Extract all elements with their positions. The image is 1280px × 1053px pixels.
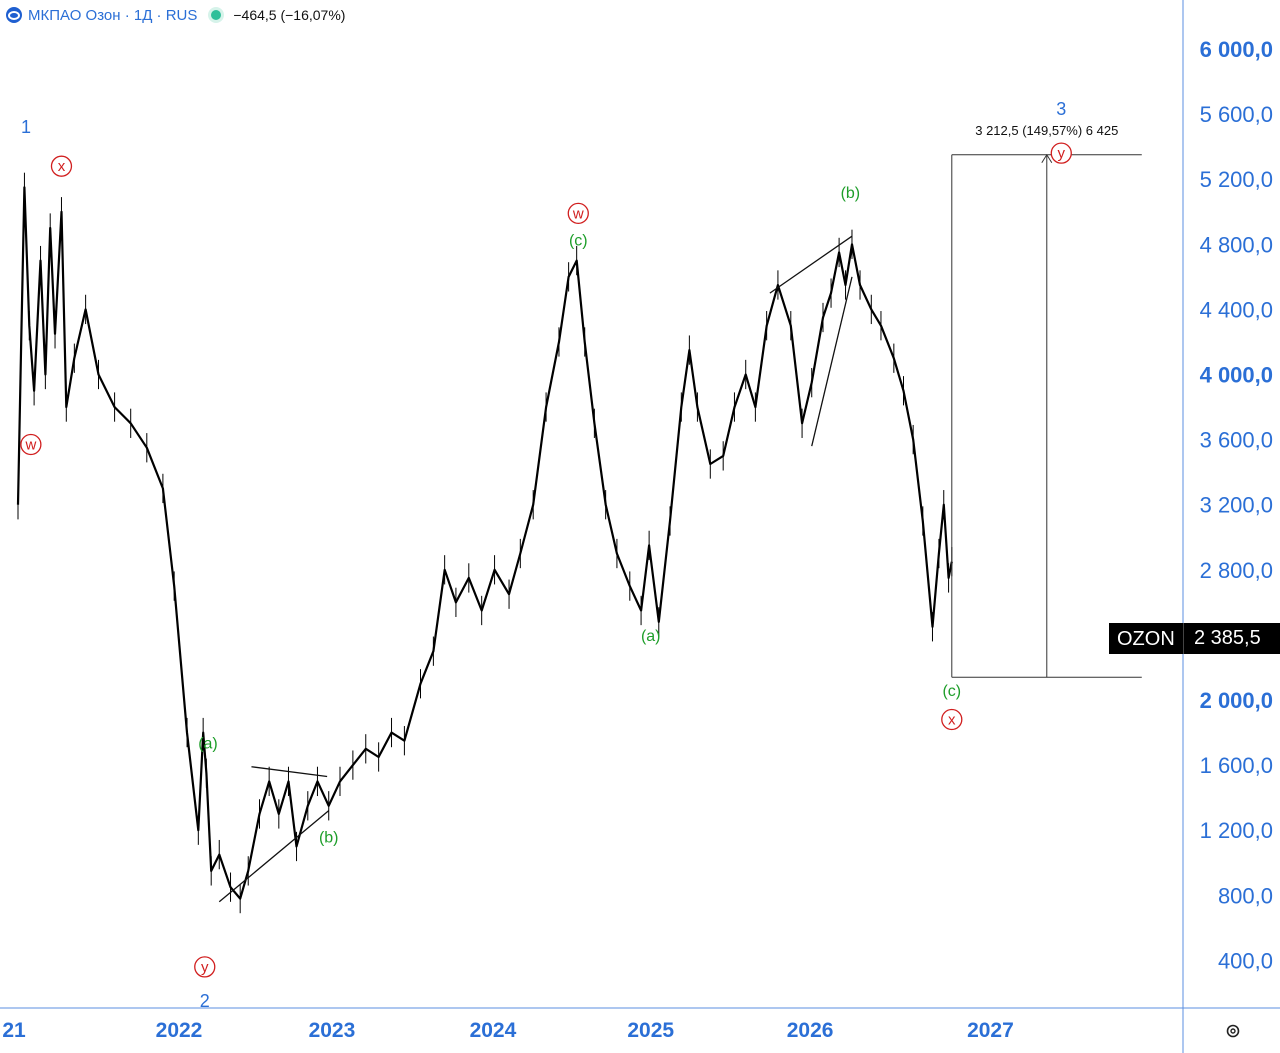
wave-label-circle: [20, 433, 42, 456]
x-tick-label: 2022: [156, 1019, 203, 1042]
y-tick-label: 4 000,0: [1200, 363, 1273, 388]
x-tick-label: 2023: [309, 1019, 356, 1042]
y-tick-label: 5 200,0: [1200, 167, 1273, 192]
ozon-logo-icon: [6, 7, 22, 23]
wave-label: (c): [942, 683, 961, 700]
wave-label: w: [24, 436, 36, 453]
wave-label: 3: [1056, 99, 1066, 119]
chart-header: МКПАО Озон · 1Д · RUS −464,5 (−16,07%): [6, 4, 345, 26]
trendline: [769, 235, 853, 294]
y-tick-label: 800,0: [1218, 883, 1273, 908]
y-tick-label: 4 400,0: [1200, 297, 1273, 322]
wave-label: w: [572, 205, 584, 222]
y-tick-label: 2 800,0: [1200, 558, 1273, 583]
y-tick-label: 3 200,0: [1200, 493, 1273, 518]
wave-label-circle: [1050, 142, 1072, 164]
wave-label-circle: [194, 956, 216, 978]
wave-label: (a): [198, 735, 218, 752]
wave-label: 2: [200, 991, 210, 1011]
symbol-title[interactable]: МКПАО Озон · 1Д · RUS: [28, 6, 198, 24]
y-tick-label: 1 600,0: [1200, 753, 1273, 778]
measure-arrow-head: [1041, 153, 1053, 164]
wave-label: (b): [319, 830, 339, 847]
wave-label-circle: [567, 202, 589, 225]
x-tick-label: 21: [2, 1019, 26, 1042]
price-badge: OZON 2 385,5: [1109, 623, 1280, 654]
gear-icon[interactable]: [1224, 1022, 1242, 1040]
wave-label-circle: [941, 708, 963, 731]
wave-label: y: [1058, 145, 1066, 162]
y-tick-label: 2 000,0: [1200, 688, 1273, 713]
y-tick-label: 6 000,0: [1200, 37, 1273, 62]
trendline: [218, 810, 330, 903]
x-tick-label: 2024: [470, 1019, 517, 1042]
trendline: [811, 276, 853, 447]
wave-label: 1: [21, 117, 31, 137]
price-badge-value: 2 385,5: [1183, 623, 1280, 654]
y-tick-label: 5 600,0: [1200, 102, 1273, 127]
y-tick-label: 400,0: [1218, 948, 1273, 973]
wave-label: (a): [641, 628, 661, 645]
market-status-icon: [211, 10, 222, 20]
x-tick-label: 2027: [967, 1019, 1014, 1042]
wave-label-circle: [50, 155, 73, 177]
wave-label: (b): [841, 185, 861, 202]
y-tick-label: 4 800,0: [1200, 232, 1273, 257]
wave-label: (c): [569, 232, 588, 249]
y-tick-label: 3 600,0: [1200, 428, 1273, 453]
price-line: [16, 186, 953, 900]
wave-label: y: [201, 959, 209, 976]
price-change: −464,5 (−16,07%): [233, 7, 346, 23]
x-tick-label: 2026: [787, 1019, 834, 1042]
y-tick-label: 1 200,0: [1200, 818, 1273, 843]
wave-label: x: [58, 158, 66, 175]
measure-label: 3 212,5 (149,57%) 6 425: [975, 123, 1118, 138]
wave-label: x: [948, 712, 956, 729]
price-badge-symbol: OZON: [1109, 623, 1183, 654]
x-tick-label: 2025: [627, 1019, 674, 1042]
trendline: [251, 766, 328, 778]
